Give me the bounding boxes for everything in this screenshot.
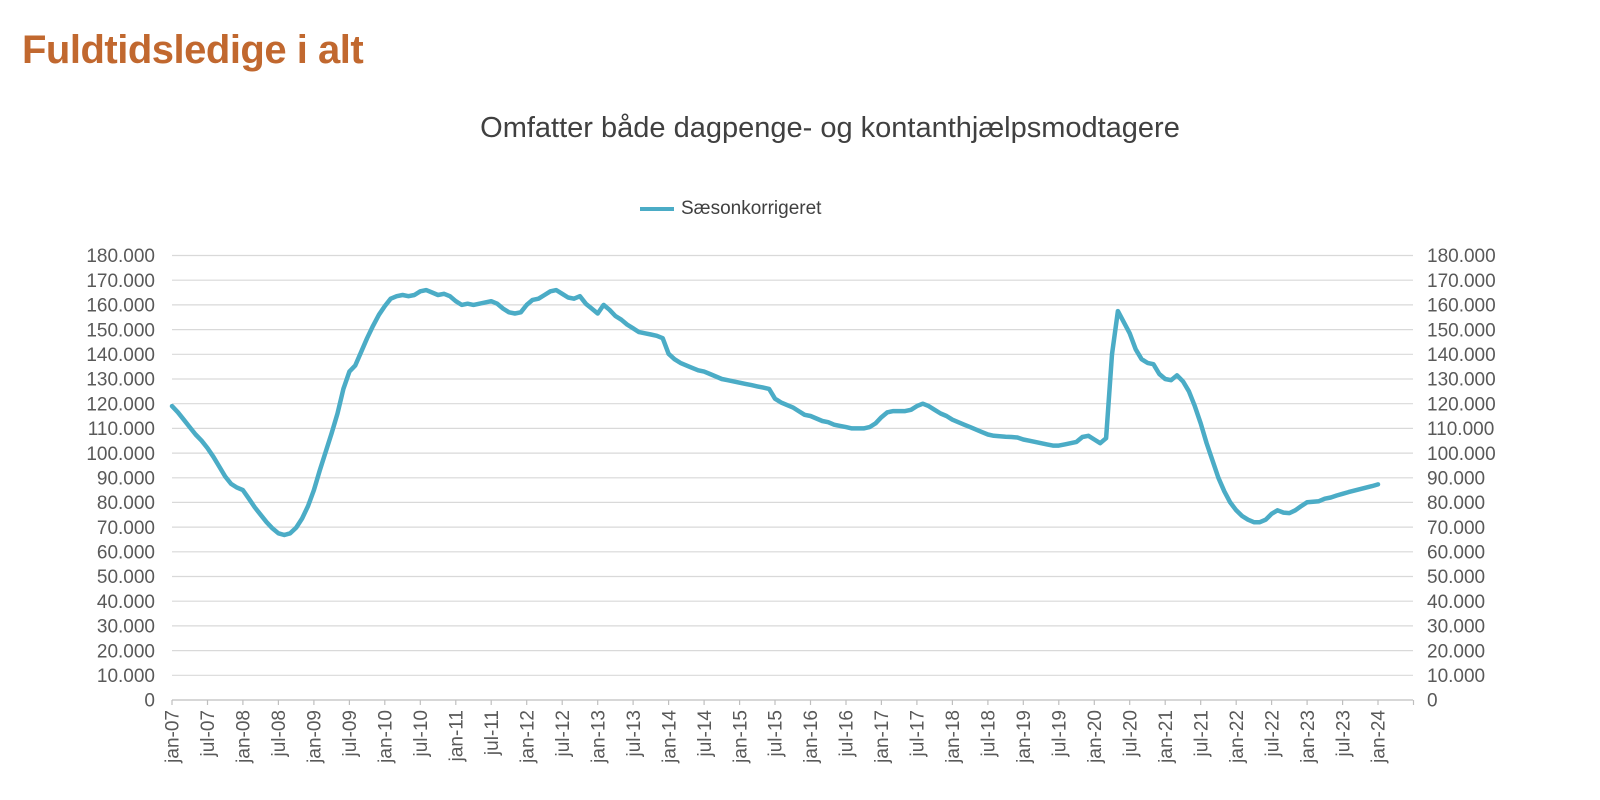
x-tick-label: jan-10 [375,710,396,764]
x-tick-label: jan-23 [1298,710,1319,764]
x-tick-label: jan-14 [659,710,680,764]
y-tick-label-right: 150.000 [1427,320,1496,341]
x-tick-label: jul-18 [979,710,1000,757]
chart-title: Omfatter både dagpenge- og kontanthjælps… [480,112,1180,144]
x-tick-label: jul-16 [837,710,858,757]
y-tick-label-left: 60.000 [97,542,155,563]
y-tick-label-left: 100.000 [86,444,155,465]
x-tick-label: jul-09 [340,710,361,757]
y-tick-label-right: 90.000 [1427,468,1485,489]
y-tick-label-left: 0 [144,691,155,712]
page-title: Fuldtidsledige i alt [22,28,364,72]
y-tick-label-left: 170.000 [86,271,155,292]
x-tick-label: jan-09 [305,710,326,764]
y-tick-label-right: 110.000 [1427,419,1494,440]
y-tick-label-right: 40.000 [1427,592,1485,613]
y-tick-label-right: 170.000 [1427,271,1496,292]
series-line [169,287,1381,538]
y-tick-label-left: 150.000 [86,320,155,341]
y-tick-label-right: 100.000 [1427,444,1496,465]
x-tick-label: jul-13 [624,710,645,757]
y-tick-label-right: 70.000 [1427,518,1485,539]
y-tick-label-left: 120.000 [86,394,155,415]
y-tick-label-right: 20.000 [1427,641,1485,662]
y-tick-label-right: 60.000 [1427,542,1485,563]
y-tick-label-right: 130.000 [1427,370,1496,391]
x-tick-label: jul-11 [482,710,503,756]
y-tick-label-right: 160.000 [1427,296,1496,317]
x-tick-label: jul-15 [766,710,787,757]
y-tick-label-right: 180.000 [1427,246,1496,267]
x-tick-label: jan-24 [1369,710,1390,764]
legend: Sæsonkorrigeret [640,198,960,220]
y-tick-label-right: 0 [1427,691,1438,712]
x-tick-label: jul-23 [1333,710,1354,757]
x-tick-label: jul-22 [1262,710,1283,757]
y-tick-label-left: 130.000 [86,370,155,391]
legend-label: Sæsonkorrigeret [681,198,822,219]
x-tick-label: jul-21 [1191,710,1212,757]
y-tick-label-left: 80.000 [97,493,155,514]
x-tick-label: jul-17 [908,710,929,757]
y-tick-label-right: 80.000 [1427,493,1485,514]
x-tick-label: jan-19 [1014,710,1035,764]
x-tick-label: jul-07 [198,710,219,757]
y-tick-label-right: 50.000 [1427,567,1485,588]
x-tick-label: jul-19 [1049,710,1070,757]
x-tick-label: jul-08 [269,710,290,757]
x-tick-label: jul-20 [1120,710,1141,757]
x-tick-label: jan-18 [943,710,964,764]
y-tick-label-right: 30.000 [1427,617,1485,638]
y-tick-label-right: 10.000 [1427,666,1485,687]
x-tick-label: jan-07 [163,710,184,764]
legend-line-marker [640,207,674,211]
x-tick-label: jan-12 [517,710,538,764]
y-tick-label-left: 70.000 [97,518,155,539]
y-tick-label-left: 30.000 [97,617,155,638]
x-tick-label: jan-11 [446,710,467,762]
y-tick-label-left: 180.000 [86,246,155,267]
y-tick-label-left: 20.000 [97,641,155,662]
x-tick-label: jan-22 [1227,710,1248,764]
x-tick-label: jan-16 [801,710,822,764]
x-tick-label: jan-13 [588,710,609,764]
y-tick-label-left: 110.000 [88,419,155,440]
x-tick-label: jan-20 [1085,710,1106,764]
y-tick-label-left: 160.000 [86,296,155,317]
x-tick-label: jan-21 [1156,710,1177,764]
y-tick-label-left: 40.000 [97,592,155,613]
y-tick-label-left: 90.000 [97,468,155,489]
y-tick-label-right: 140.000 [1427,345,1496,366]
y-tick-label-left: 10.000 [97,666,155,687]
y-tick-label-left: 50.000 [97,567,155,588]
x-tick-label: jan-08 [234,710,255,764]
x-tick-label: jan-15 [730,710,751,764]
y-tick-label-left: 140.000 [86,345,155,366]
x-tick-label: jan-17 [872,710,893,764]
x-tick-label: jul-12 [553,710,574,757]
x-tick-label: jul-14 [695,710,716,758]
x-tick-label: jul-10 [411,710,432,757]
y-tick-label-right: 120.000 [1427,394,1496,415]
